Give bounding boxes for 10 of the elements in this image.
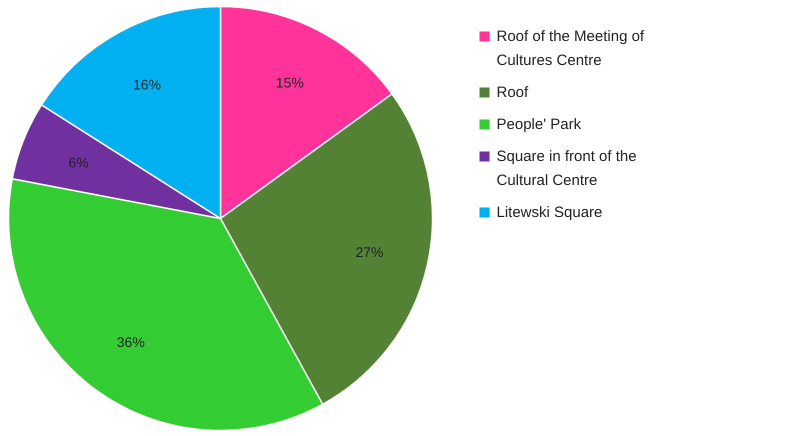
data-label: 16% — [132, 76, 161, 93]
legend-label: Square in front of the Cultural Centre — [496, 148, 637, 189]
data-label: 15% — [276, 74, 304, 90]
legend-label: Roof of the Meeting of Cultures Centre — [496, 28, 645, 69]
data-label: 36% — [116, 334, 145, 350]
legend-label: Litewski Square — [496, 204, 602, 221]
data-label: 27% — [355, 244, 384, 260]
legend-label: Roof — [496, 84, 530, 101]
data-label: 6% — [68, 154, 89, 170]
legend-label: People' Park — [496, 116, 582, 133]
